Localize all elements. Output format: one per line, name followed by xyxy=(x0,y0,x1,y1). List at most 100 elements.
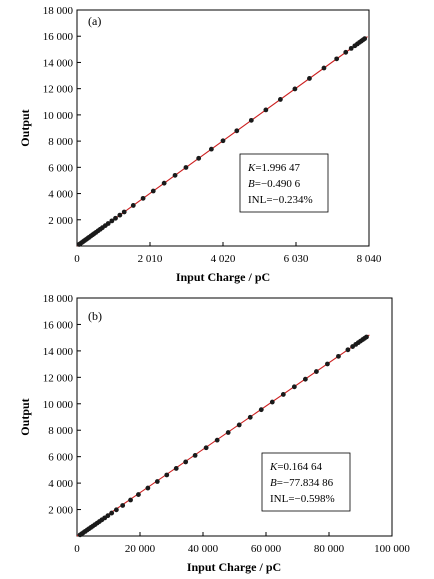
data-point xyxy=(263,107,269,113)
data-point xyxy=(136,492,141,497)
data-point xyxy=(109,510,115,516)
data-point xyxy=(345,347,351,353)
stats-box xyxy=(261,452,351,512)
data-point xyxy=(334,56,340,62)
x-tick-label: 0 xyxy=(74,543,80,555)
data-point xyxy=(362,36,368,42)
data-point xyxy=(307,76,312,81)
data-point xyxy=(236,422,242,428)
data-point xyxy=(154,479,160,484)
data-point xyxy=(183,165,189,170)
stats-k: K=1.996 47 xyxy=(247,162,301,174)
stats-b: B=−0.490 6 xyxy=(248,178,301,190)
data-point xyxy=(343,49,349,55)
fit-line xyxy=(76,334,370,537)
data-point xyxy=(172,172,178,178)
x-tick-label: 6 030 xyxy=(284,253,309,265)
data-point xyxy=(336,353,341,359)
stats-inl: INL=−0.598% xyxy=(270,493,335,505)
y-tick-label: 12 000 xyxy=(43,372,74,384)
data-point xyxy=(247,414,253,420)
data-point xyxy=(164,472,170,478)
y-tick-label: 2 000 xyxy=(48,505,73,517)
data-point xyxy=(161,180,167,186)
y-tick-label: 18 000 xyxy=(43,293,74,305)
x-axis-title: Input Charge / pC xyxy=(176,270,270,284)
data-point xyxy=(220,138,226,144)
data-point xyxy=(105,513,111,519)
data-point xyxy=(208,146,214,152)
y-tick-label: 2 000 xyxy=(48,215,73,227)
y-tick-label: 10 000 xyxy=(43,110,74,122)
y-tick-label: 8 000 xyxy=(48,425,73,437)
data-point xyxy=(214,437,220,443)
y-tick-label: 6 000 xyxy=(48,162,73,174)
data-point xyxy=(105,221,111,226)
data-point xyxy=(113,507,119,513)
x-tick-label: 4 020 xyxy=(211,253,236,265)
stats-k-symbol: K xyxy=(269,461,278,473)
stats-k-value: =0.164 64 xyxy=(277,461,322,473)
y-axis-title: Output xyxy=(18,109,32,146)
x-tick-label: 40 000 xyxy=(188,543,219,555)
y-axis-title: Output xyxy=(18,398,32,435)
data-point xyxy=(258,407,264,413)
data-point xyxy=(277,97,283,102)
chart-panel-a: 0 2 010 4 020 6 030 8 040 2 000 4 000 6 000 8 00… xyxy=(18,5,382,284)
data-point xyxy=(173,466,179,471)
stats-k-value: =1.996 47 xyxy=(255,162,300,174)
data-point xyxy=(183,459,189,465)
y-tick-label: 6 000 xyxy=(48,452,73,464)
data-point xyxy=(196,155,202,161)
data-point xyxy=(302,376,308,382)
x-tick-label: 0 xyxy=(74,253,80,265)
y-tick-label: 12 000 xyxy=(43,84,74,96)
x-tick-label: 8 040 xyxy=(357,253,382,265)
x-tick-label: 100 000 xyxy=(374,543,410,555)
data-point xyxy=(364,334,369,340)
data-point xyxy=(121,209,127,215)
data-point xyxy=(113,215,118,221)
y-tick-label: 14 000 xyxy=(43,57,74,69)
data-point xyxy=(280,392,286,397)
y-tick-label: 14 000 xyxy=(43,346,74,358)
data-point xyxy=(321,65,327,71)
plot-frame xyxy=(76,297,393,537)
chart-panel-b: 0 20 000 40 000 60 000 80 000 100 000 2 000 4 0… xyxy=(18,293,410,574)
stats-b-value: =−77.834 86 xyxy=(277,477,334,489)
x-tick-label: 2 010 xyxy=(138,253,163,265)
stats-k-symbol: K xyxy=(247,162,256,174)
data-point xyxy=(325,361,330,367)
data-point xyxy=(117,212,123,218)
x-tick-label: 80 000 xyxy=(314,543,345,555)
data-point xyxy=(128,497,133,503)
data-point xyxy=(248,117,254,123)
y-tick-label: 16 000 xyxy=(43,319,74,331)
data-point xyxy=(145,485,151,491)
y-tick-label: 8 000 xyxy=(48,136,73,148)
y-tick-label: 4 000 xyxy=(48,478,73,490)
data-point xyxy=(150,188,156,194)
stats-b-value: =−0.490 6 xyxy=(255,178,301,190)
data-point xyxy=(109,218,115,224)
stats-b: B=−77.834 86 xyxy=(270,477,334,489)
y-tick-label: 4 000 xyxy=(48,189,73,201)
data-point xyxy=(120,503,126,508)
panel-label: (b) xyxy=(88,309,102,323)
data-point xyxy=(130,203,136,208)
data-point xyxy=(225,430,231,435)
data-point xyxy=(269,399,275,405)
data-point xyxy=(292,86,298,92)
stats-b-symbol: B xyxy=(248,178,255,190)
stats-box xyxy=(239,153,329,213)
y-tick-label: 16 000 xyxy=(43,31,74,43)
data-point xyxy=(192,452,198,458)
data-point xyxy=(348,45,354,51)
panel-label: (a) xyxy=(88,14,101,28)
y-tick-label: 18 000 xyxy=(43,5,74,17)
data-point xyxy=(203,445,209,451)
stats-b-symbol: B xyxy=(270,477,277,489)
data-point xyxy=(314,369,319,374)
stats-k: K=0.164 64 xyxy=(269,461,323,473)
